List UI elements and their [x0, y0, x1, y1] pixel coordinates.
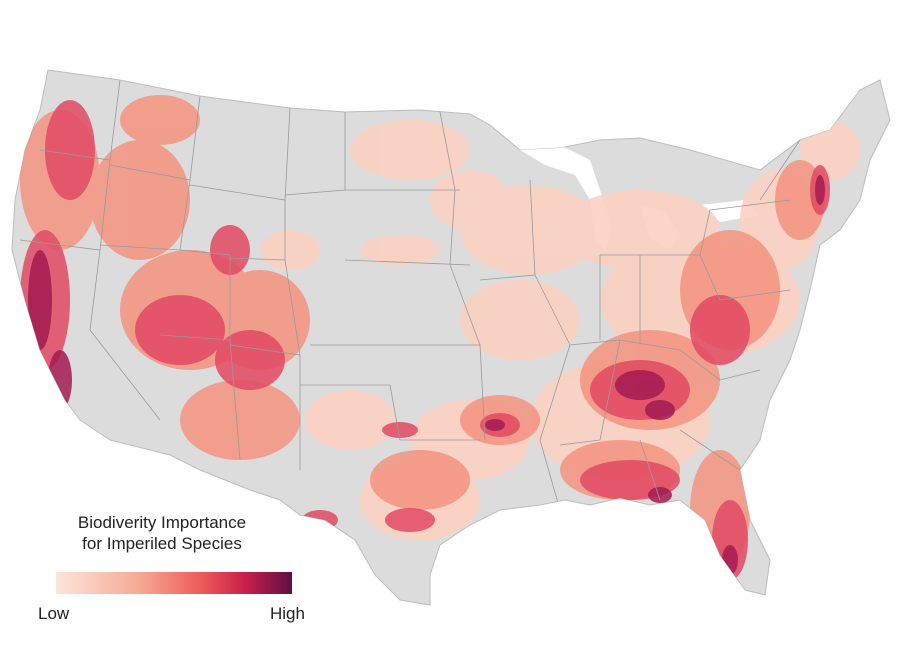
- map-legend: Biodiverity Importance for Imperiled Spe…: [38, 512, 328, 623]
- legend-title-line2: for Imperiled Species: [82, 534, 242, 553]
- legend-title: Biodiverity Importance for Imperiled Spe…: [32, 512, 292, 554]
- legend-title-line1: Biodiverity Importance: [77, 513, 247, 532]
- legend-high-label: High: [270, 604, 305, 623]
- legend-low-label: Low: [38, 604, 70, 623]
- legend-color-ramp: [56, 572, 292, 594]
- state-borders: [19, 79, 801, 511]
- very-high-importance-areas: [28, 175, 825, 575]
- great-lakes: [520, 145, 760, 250]
